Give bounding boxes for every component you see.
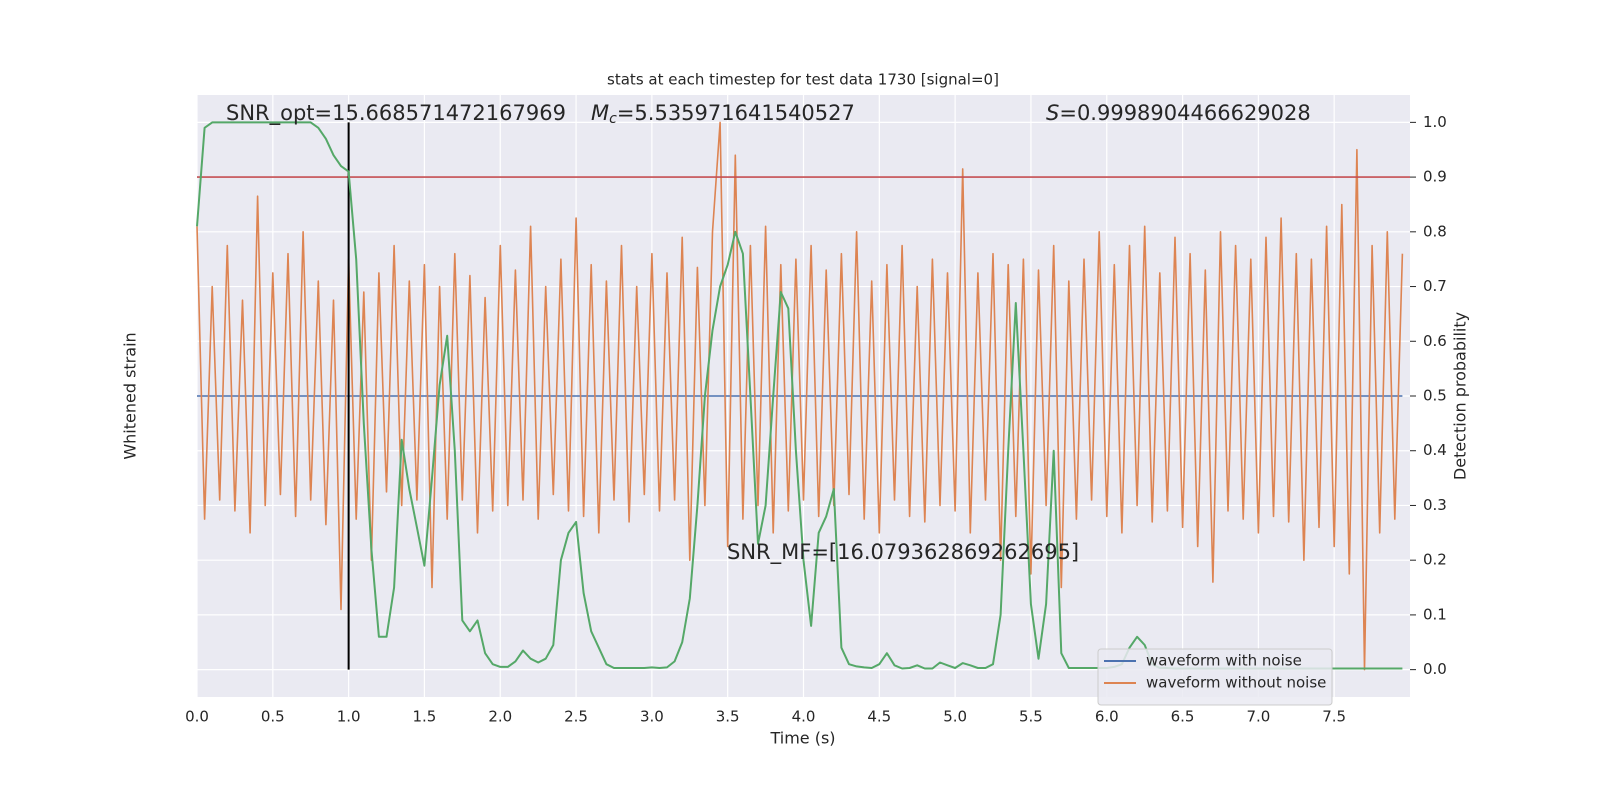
x-tick-label: 3.5 — [716, 708, 740, 726]
annotation: SNR_MF=[16.079362869262695] — [727, 540, 1079, 565]
chart-title: stats at each timestep for test data 173… — [607, 71, 999, 89]
x-tick-label: 0.0 — [185, 708, 209, 726]
x-tick-label: 5.0 — [943, 708, 967, 726]
annotation-part: =0.9998904466629028 — [1059, 101, 1310, 125]
x-tick-label: 2.5 — [564, 708, 588, 726]
x-tick-label: 6.5 — [1171, 708, 1195, 726]
x-tick-label: 5.5 — [1019, 708, 1043, 726]
x-tick-label: 6.0 — [1095, 708, 1119, 726]
y2-tick-label: 0.9 — [1423, 168, 1447, 186]
y2-tick-label: 0.1 — [1423, 605, 1447, 623]
y2-tick-label: 0.8 — [1423, 222, 1447, 240]
y2-tick-label: 0.6 — [1423, 332, 1447, 350]
y-axis-label: Whitened strain — [121, 332, 140, 459]
x-tick-label: 4.0 — [792, 708, 816, 726]
y2-tick-label: 0.5 — [1423, 387, 1447, 405]
annotation: SNR_opt=15.668571472167969 — [226, 101, 566, 126]
x-tick-label: 4.5 — [867, 708, 891, 726]
x-axis-label: Time (s) — [769, 729, 835, 748]
y2-tick-label: 1.0 — [1423, 113, 1447, 131]
legend-box — [1097, 648, 1333, 706]
x-tick-label: 1.0 — [337, 708, 361, 726]
x-tick-label: 7.0 — [1246, 708, 1270, 726]
annotation-part: c — [609, 111, 617, 127]
x-tick-label: 3.0 — [640, 708, 664, 726]
annotation-part: M — [591, 101, 609, 125]
y2-tick-label: 0.4 — [1423, 441, 1447, 459]
annotation: Mc=5.535971641540527 — [591, 101, 855, 127]
series-line — [196, 121, 1404, 671]
x-tick-label: 1.5 — [413, 708, 437, 726]
y2-tick-label: 0.2 — [1423, 551, 1447, 569]
x-tick-label: 7.5 — [1322, 708, 1346, 726]
annotation-part: S — [1046, 101, 1059, 125]
legend-label: waveform without noise — [1146, 674, 1326, 692]
annotation-part: =5.535971641540527 — [617, 101, 855, 125]
legend-label: waveform with noise — [1146, 652, 1302, 670]
legend: waveform with noise waveform without nois… — [1097, 648, 1333, 706]
annotation: S=0.9998904466629028 — [1046, 101, 1311, 125]
y2-tick-label: 0.7 — [1423, 277, 1447, 295]
y2-tick-label: 0.0 — [1423, 660, 1447, 678]
x-tick-label: 2.0 — [488, 708, 512, 726]
y2-tick-label: 0.3 — [1423, 496, 1447, 514]
y2-axis-label: Detection probability — [1451, 312, 1470, 480]
x-tick-label: 0.5 — [261, 708, 285, 726]
